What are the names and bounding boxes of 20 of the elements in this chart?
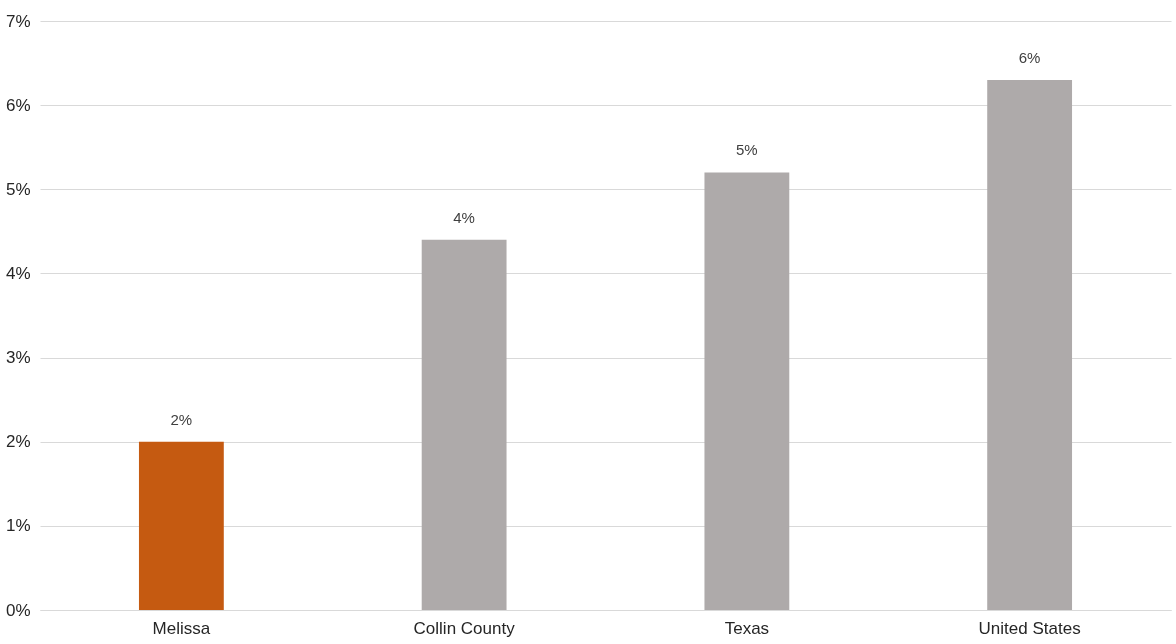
bar [138,441,224,610]
data-label: 4% [453,208,475,226]
data-label: 6% [1018,48,1041,66]
bar [421,239,507,610]
y-tick-label: 3% [5,348,31,368]
y-tick-label: 0% [5,600,31,620]
bar [704,172,790,610]
x-tick-label: Melissa [152,618,211,638]
x-tick-label: Texas [724,618,770,638]
y-tick-label: 1% [5,516,31,536]
data-label: 2% [170,410,193,428]
bar [987,79,1073,610]
y-tick-label: 2% [5,432,31,452]
y-tick-label: 7% [5,11,31,31]
x-tick-label: Collin County [413,618,516,638]
y-tick-label: 5% [5,179,31,199]
x-tick-label: United States [978,618,1081,638]
y-tick-label: 6% [5,95,31,115]
y-tick-label: 4% [5,263,31,283]
data-label: 5% [736,141,758,159]
